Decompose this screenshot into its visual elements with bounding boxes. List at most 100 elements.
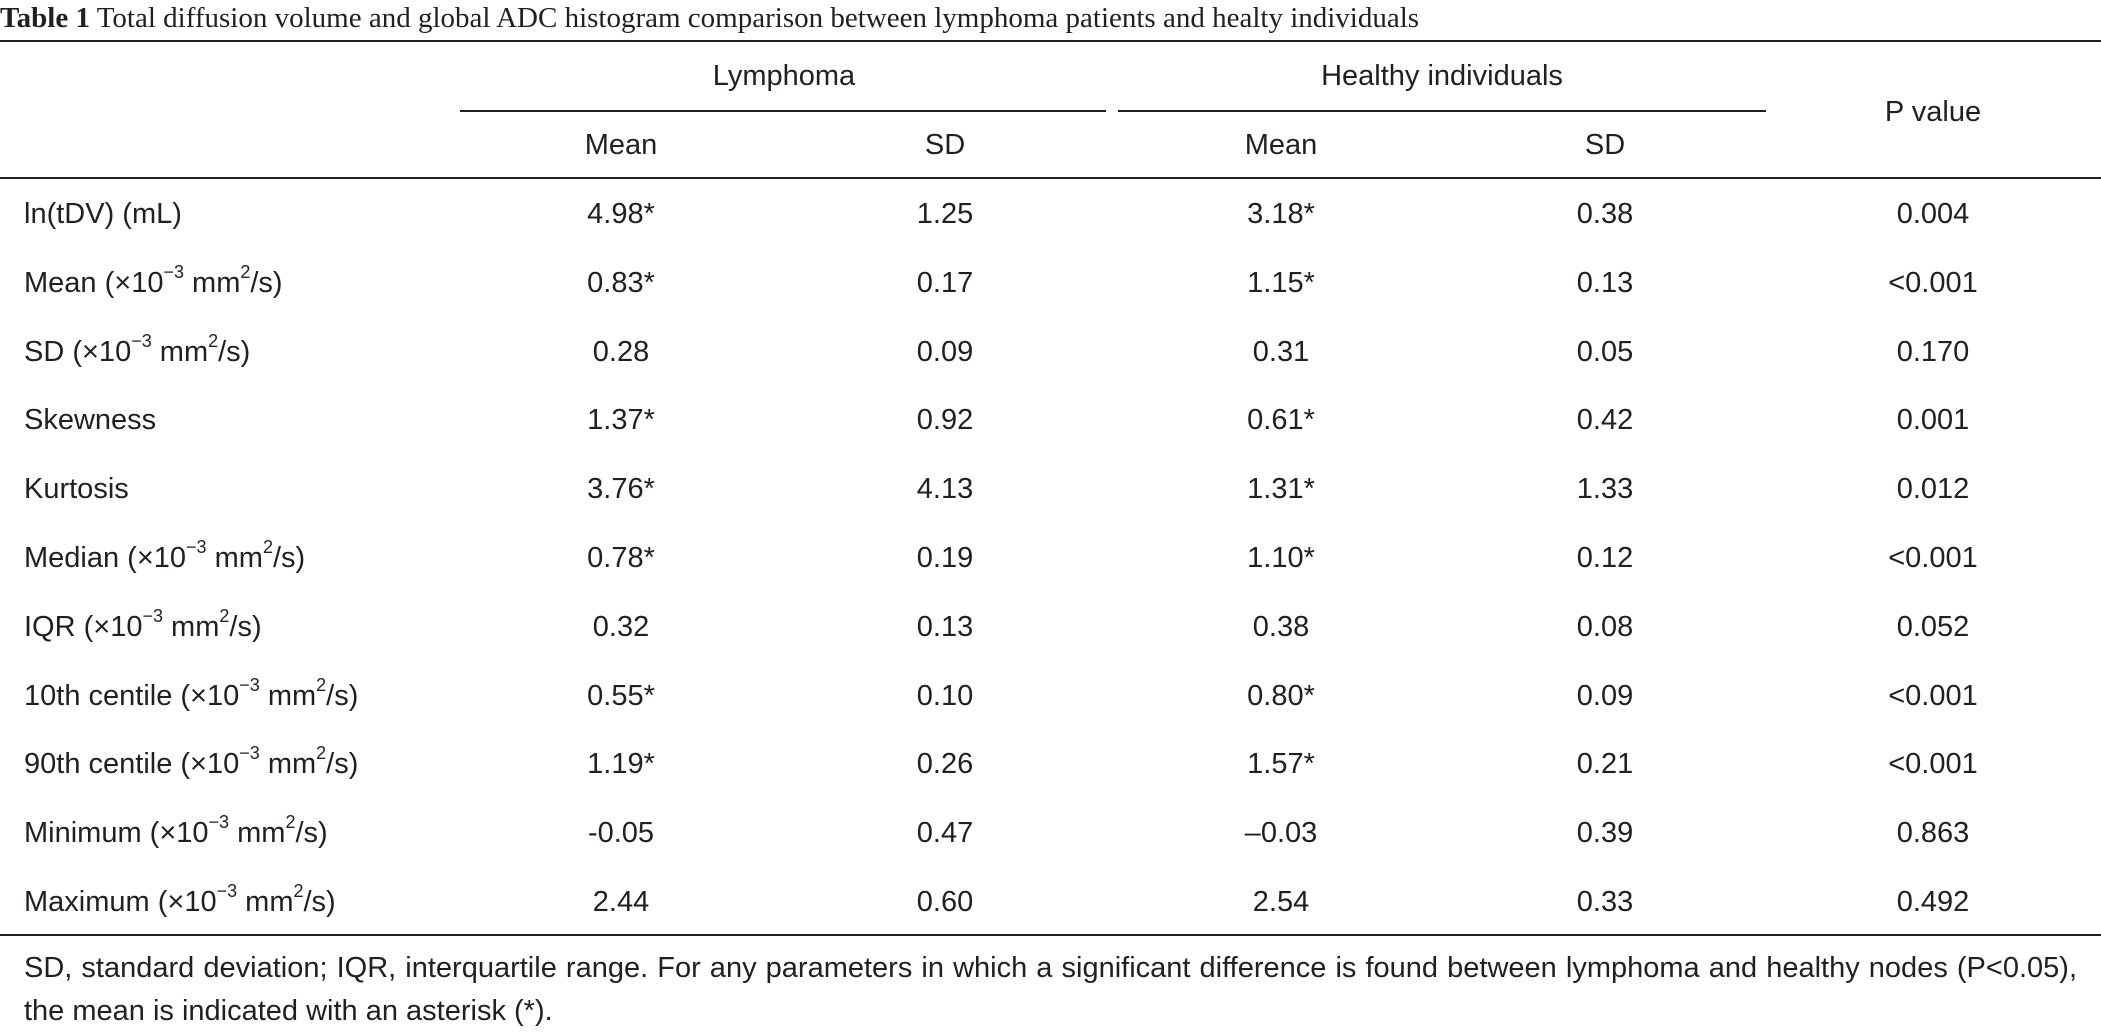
row-label: Median (×10−3 mm2/s) bbox=[24, 537, 306, 576]
cell-healthy-sd: 0.09 bbox=[1576, 680, 1634, 712]
cell-p-value: 0.492 bbox=[1896, 886, 1970, 918]
subheader-lymphoma-mean: Mean bbox=[584, 129, 658, 161]
unit-exponent: −3 bbox=[186, 537, 207, 558]
cell-lymphoma-sd: 4.13 bbox=[916, 473, 974, 505]
cell-p-value: 0.052 bbox=[1896, 611, 1970, 643]
unit-text: mm bbox=[229, 817, 286, 849]
header-rule bbox=[0, 177, 2101, 179]
cell-lymphoma-sd: 0.60 bbox=[916, 886, 974, 918]
table-caption: Table 1 Total diffusion volume and globa… bbox=[0, 0, 2101, 36]
unit-exponent: −3 bbox=[163, 262, 184, 283]
cell-p-value: <0.001 bbox=[1888, 680, 1978, 712]
unit-text: mm bbox=[237, 886, 294, 918]
cell-lymphoma-sd: 1.25 bbox=[916, 198, 974, 230]
cell-healthy-sd: 0.08 bbox=[1576, 611, 1634, 643]
unit-square: 2 bbox=[240, 262, 251, 283]
row-label: 90th centile (×10−3 mm2/s) bbox=[24, 743, 359, 782]
row-label-text: 90th centile (×10 bbox=[24, 748, 240, 780]
row-label-text: IQR (×10 bbox=[24, 611, 143, 643]
cell-lymphoma-mean: 0.55* bbox=[587, 680, 655, 712]
unit-exponent: −3 bbox=[239, 743, 260, 764]
top-rule bbox=[0, 40, 2101, 42]
cell-p-value: <0.001 bbox=[1888, 542, 1978, 574]
row-label: 10th centile (×10−3 mm2/s) bbox=[24, 676, 359, 714]
unit-square: 2 bbox=[293, 881, 304, 902]
unit-tail: /s) bbox=[272, 542, 306, 574]
row-label-text: Mean (×10 bbox=[24, 267, 164, 299]
unit-tail: /s) bbox=[229, 611, 262, 643]
unit-square: 2 bbox=[208, 331, 219, 352]
cell-lymphoma-mean: 1.37* bbox=[587, 404, 655, 436]
unit-tail: /s) bbox=[303, 886, 336, 918]
cell-healthy-mean: 0.61* bbox=[1247, 404, 1315, 436]
row-label: Kurtosis bbox=[24, 471, 129, 507]
unit-text: mm bbox=[206, 542, 263, 574]
row-label-text: Median (×10 bbox=[24, 542, 187, 574]
unit-square: 2 bbox=[219, 606, 230, 627]
cell-healthy-sd: 0.42 bbox=[1576, 404, 1634, 436]
cell-p-value: 0.004 bbox=[1896, 198, 1970, 230]
cell-healthy-sd: 0.39 bbox=[1576, 817, 1634, 849]
cell-lymphoma-mean: 2.44 bbox=[592, 886, 650, 918]
cell-lymphoma-mean: 4.98* bbox=[587, 198, 655, 230]
unit-tail: /s) bbox=[218, 336, 251, 368]
row-label-text: SD (×10 bbox=[24, 336, 132, 368]
cell-healthy-mean: 3.18* bbox=[1247, 198, 1315, 230]
cell-healthy-sd: 0.38 bbox=[1576, 198, 1634, 230]
cell-healthy-sd: 0.21 bbox=[1576, 748, 1634, 780]
subheader-lymphoma-sd: SD bbox=[924, 129, 966, 161]
unit-exponent: −3 bbox=[142, 606, 163, 627]
unit-text: mm bbox=[163, 611, 220, 643]
cell-healthy-mean: 0.31 bbox=[1252, 336, 1310, 368]
unit-text: mm bbox=[151, 336, 209, 368]
cell-lymphoma-sd: 0.47 bbox=[916, 817, 974, 849]
unit-square: 2 bbox=[316, 743, 327, 764]
unit-tail: /s) bbox=[250, 267, 283, 299]
unit-exponent: −3 bbox=[216, 881, 238, 902]
row-label: Mean (×10−3 mm2/s) bbox=[24, 262, 283, 301]
cell-lymphoma-sd: 0.92 bbox=[916, 404, 974, 436]
healthy-group-rule bbox=[1118, 110, 1766, 112]
bottom-rule bbox=[0, 934, 2101, 936]
cell-p-value: 0.170 bbox=[1896, 336, 1970, 368]
cell-healthy-sd: 1.33 bbox=[1576, 473, 1634, 505]
unit-text: mm bbox=[183, 267, 241, 299]
unit-text: mm bbox=[259, 748, 317, 780]
cell-lymphoma-mean: 3.76* bbox=[587, 473, 655, 505]
cell-healthy-mean: 0.80* bbox=[1247, 680, 1315, 712]
cell-lymphoma-mean: 0.32 bbox=[592, 611, 650, 643]
table-footnote: SD, standard deviation; IQR, interquarti… bbox=[24, 952, 2077, 1027]
unit-exponent: −3 bbox=[131, 331, 152, 352]
cell-lymphoma-sd: 0.26 bbox=[916, 748, 974, 780]
cell-p-value: 0.001 bbox=[1896, 404, 1970, 436]
row-label: Maximum (×10−3 mm2/s) bbox=[24, 881, 336, 920]
cell-healthy-sd: 0.12 bbox=[1576, 542, 1634, 574]
cell-lymphoma-sd: 0.17 bbox=[916, 267, 974, 299]
cell-healthy-mean: 1.57* bbox=[1247, 748, 1315, 780]
row-label-text: ln(tDV) (mL) bbox=[24, 198, 182, 230]
row-label-text: Kurtosis bbox=[24, 473, 129, 505]
cell-lymphoma-sd: 0.09 bbox=[916, 336, 974, 368]
row-label-text: 10th centile (×10 bbox=[24, 680, 240, 712]
header-pvalue: P value bbox=[1884, 96, 1982, 128]
row-label-text: Minimum (×10 bbox=[24, 817, 209, 849]
subheader-healthy-mean: Mean bbox=[1244, 129, 1318, 161]
unit-exponent: −3 bbox=[208, 812, 230, 833]
row-label-text: Skewness bbox=[24, 404, 157, 436]
header-lymphoma: Lymphoma bbox=[712, 60, 856, 92]
cell-healthy-sd: 0.05 bbox=[1576, 336, 1634, 368]
cell-healthy-mean: 2.54 bbox=[1252, 886, 1310, 918]
row-label: Skewness bbox=[24, 402, 156, 438]
unit-square: 2 bbox=[262, 537, 273, 558]
lymphoma-group-rule bbox=[460, 110, 1106, 112]
row-label: Minimum (×10−3 mm2/s) bbox=[24, 812, 328, 851]
cell-lymphoma-sd: 0.10 bbox=[916, 680, 974, 712]
unit-tail: /s) bbox=[326, 680, 359, 712]
table-caption-label: Table 1 bbox=[0, 2, 90, 34]
header-healthy: Healthy individuals bbox=[1321, 60, 1563, 92]
cell-p-value: 0.012 bbox=[1896, 473, 1970, 505]
unit-tail: /s) bbox=[326, 748, 359, 780]
cell-healthy-sd: 0.33 bbox=[1576, 886, 1634, 918]
unit-square: 2 bbox=[285, 812, 296, 833]
row-label-text: Maximum (×10 bbox=[24, 886, 217, 918]
